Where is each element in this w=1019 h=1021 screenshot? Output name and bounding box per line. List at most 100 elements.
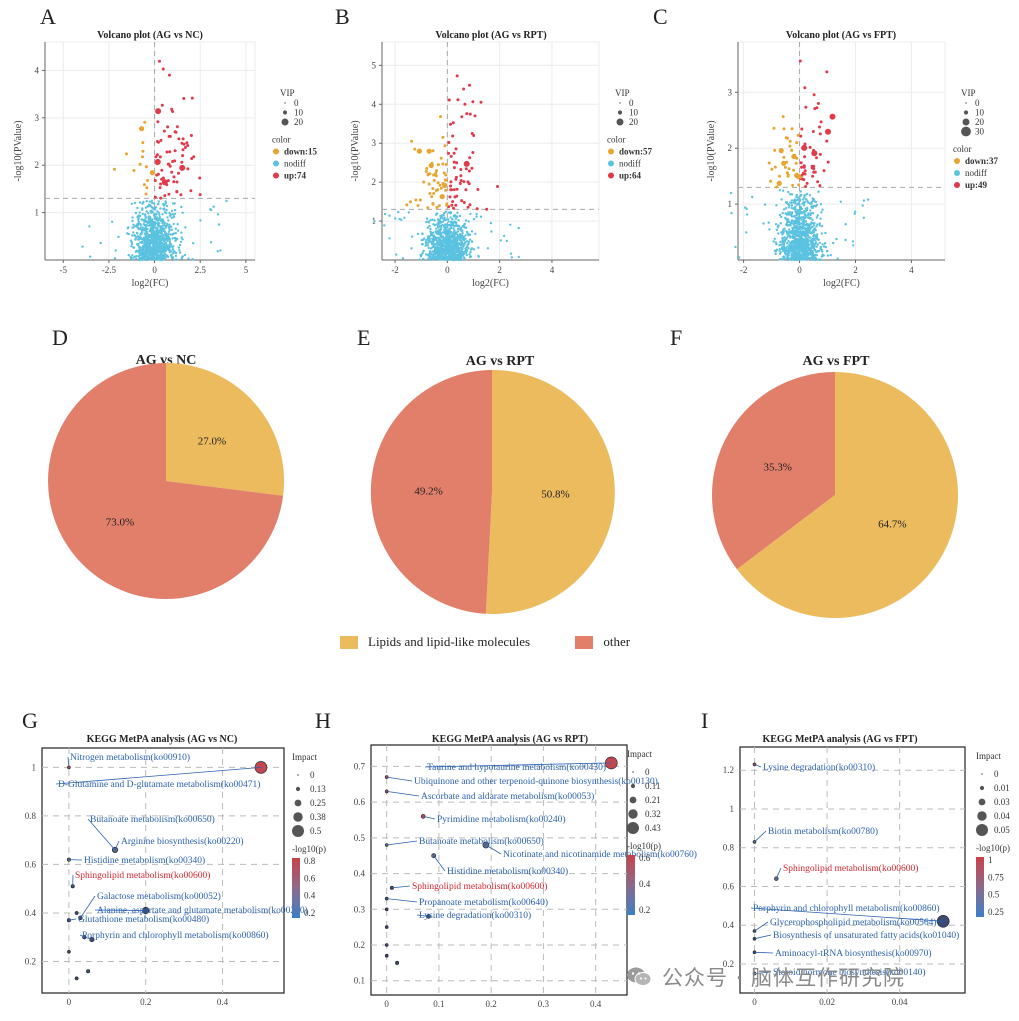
point-nodiff — [774, 223, 778, 226]
point-nodiff — [458, 258, 461, 262]
point-nodiff — [800, 244, 803, 247]
point-down — [430, 195, 434, 199]
point-nodiff — [131, 234, 134, 237]
point-up — [158, 59, 161, 63]
point-nodiff — [744, 206, 747, 209]
point-nodiff — [168, 214, 172, 218]
point-nodiff — [445, 228, 448, 232]
point-nodiff — [141, 212, 144, 216]
point-nodiff — [157, 219, 160, 222]
point-nodiff — [191, 258, 194, 261]
point-nodiff — [457, 219, 460, 222]
legend-impact-size — [629, 796, 637, 804]
point-nodiff — [805, 238, 809, 241]
legend-impact-value: 0.21 — [645, 795, 661, 805]
point-up — [468, 156, 472, 160]
point-nodiff — [781, 237, 785, 240]
point-nodiff — [171, 213, 175, 216]
point-nodiff — [787, 257, 791, 261]
point-nodiff — [451, 257, 454, 261]
point-up — [453, 195, 457, 199]
point-nodiff — [811, 255, 814, 258]
legend-impact-size — [297, 774, 299, 776]
logp-colorbar — [292, 858, 300, 918]
point-nodiff — [814, 229, 817, 232]
pie-slice-label: 35.3% — [763, 462, 791, 474]
pie-slice-lipid — [166, 363, 285, 496]
point-nodiff — [162, 229, 165, 233]
point-up — [452, 206, 455, 210]
point-down — [435, 206, 439, 209]
point-nodiff — [159, 251, 162, 255]
y-tick-label: 1 — [35, 208, 40, 218]
pathway-point — [74, 976, 79, 981]
legend-color-swatch — [273, 172, 279, 179]
point-up — [198, 176, 202, 180]
point-nodiff — [787, 223, 790, 227]
point-nodiff — [159, 255, 163, 258]
point-nodiff — [439, 257, 442, 260]
pie-slice-lipid — [485, 369, 615, 614]
y-tick-label: 0.6 — [354, 797, 366, 807]
point-down — [785, 160, 789, 164]
point-nodiff — [811, 212, 815, 215]
point-nodiff — [401, 257, 405, 260]
point-nodiff — [156, 210, 159, 213]
point-nodiff — [430, 231, 433, 234]
legend-vip-size — [619, 102, 621, 104]
pie-chart-e: E AG vs RPT 50.8% 49.2% — [357, 325, 615, 614]
legend-logp-value: 0.5 — [988, 890, 1000, 900]
point-down — [434, 171, 438, 175]
point-nodiff — [794, 199, 798, 202]
point-nodiff — [802, 244, 805, 247]
pathway-point — [67, 950, 71, 954]
pathway-point — [86, 969, 91, 974]
y-tick-label: 0.1 — [354, 976, 365, 986]
point-nodiff — [445, 243, 449, 246]
point-up — [463, 102, 467, 106]
point-nodiff — [798, 242, 802, 245]
pathway-label: Nicotinate and nicotinamide metabolism(k… — [503, 849, 697, 860]
point-nodiff — [805, 224, 809, 227]
point-nodiff — [113, 257, 117, 260]
legend-impact-size — [979, 785, 985, 791]
point-down — [791, 183, 795, 187]
legend-logp-value: 0.75 — [988, 872, 1004, 882]
point-nodiff — [794, 209, 797, 213]
point-up — [175, 125, 179, 129]
point-up — [819, 120, 823, 124]
point-nodiff — [786, 245, 789, 248]
point-nodiff — [169, 245, 172, 248]
point-nodiff — [456, 245, 459, 248]
point-nodiff — [147, 246, 150, 250]
label-leader-line — [386, 840, 418, 846]
point-nodiff — [444, 235, 448, 238]
point-up — [818, 184, 822, 188]
chart-title: KEGG MetPA analysis (AG vs NC) — [87, 734, 238, 745]
point-nodiff — [383, 212, 387, 216]
pathway-label: Nitrogen metabolism(ko00910) — [70, 752, 190, 763]
point-nodiff — [152, 253, 155, 257]
point-nodiff — [165, 204, 169, 208]
point-nodiff — [179, 243, 182, 247]
point-nodiff — [164, 256, 167, 260]
point-up — [803, 169, 807, 173]
point-nodiff — [787, 213, 790, 216]
point-nodiff — [800, 211, 803, 215]
point-nodiff — [444, 256, 448, 260]
point-nodiff — [812, 230, 816, 234]
point-nodiff — [796, 225, 799, 228]
point-nodiff — [436, 232, 439, 235]
point-nodiff — [209, 241, 213, 244]
point-nodiff — [132, 223, 135, 226]
point-nodiff — [767, 221, 770, 224]
point-up — [816, 102, 820, 105]
point-nodiff — [137, 218, 140, 221]
point-nodiff — [170, 228, 174, 231]
pathway-label: Steroid hormone biosynthesis(ko00140) — [773, 967, 926, 978]
legend-impact-size — [978, 798, 986, 806]
point-nodiff — [154, 241, 158, 245]
point-nodiff — [388, 214, 391, 217]
point-nodiff — [433, 219, 436, 222]
